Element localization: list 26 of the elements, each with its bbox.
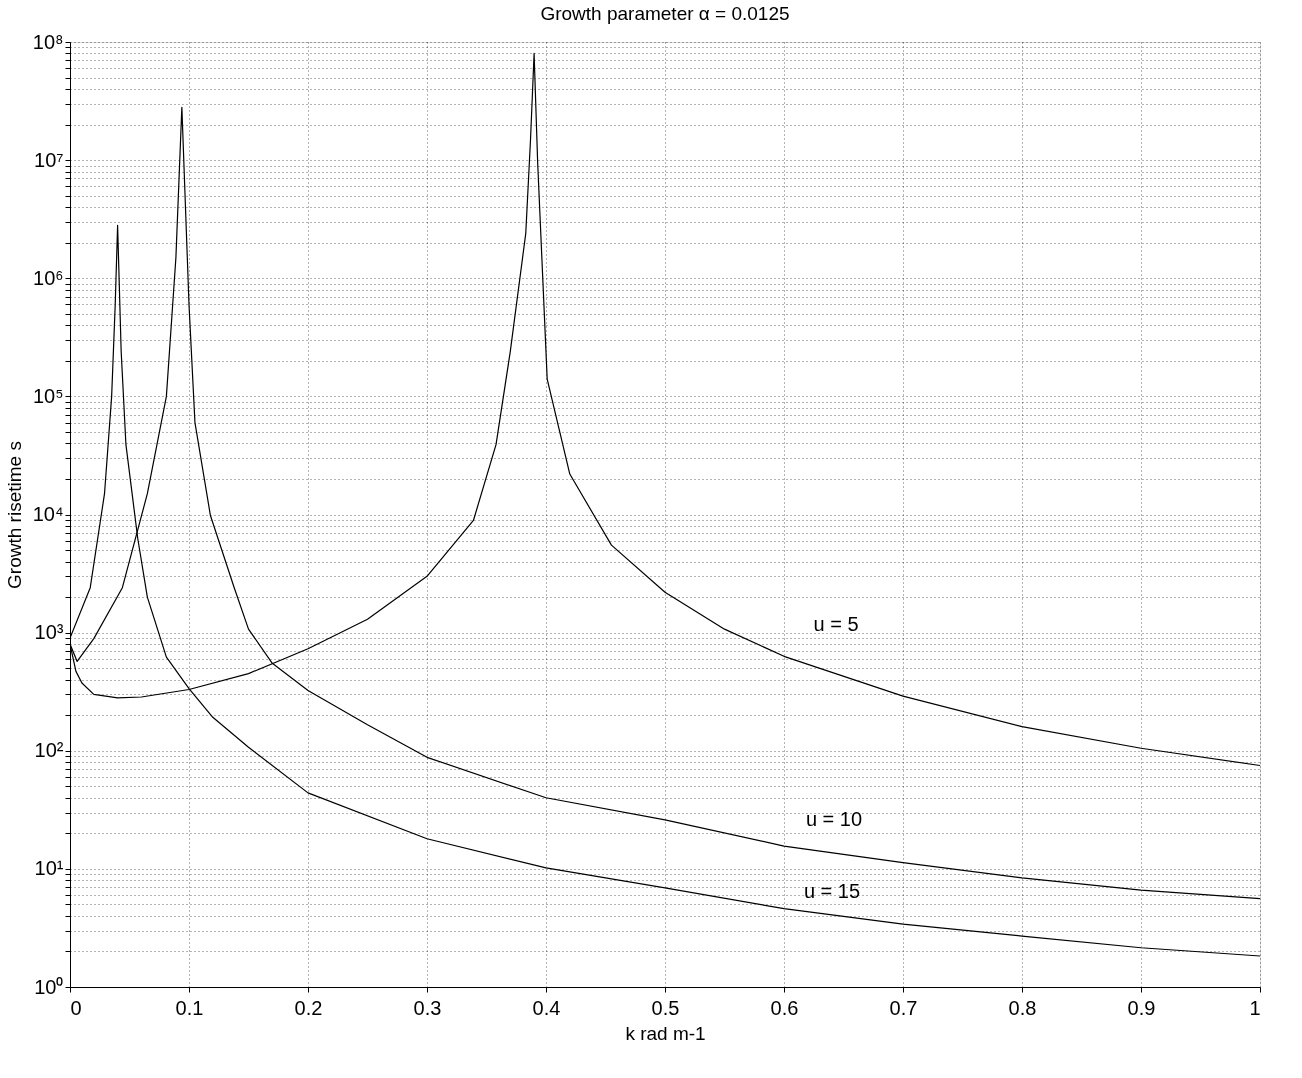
- x-tick-label: 0.5: [651, 996, 680, 1019]
- y-tick-label: 10²: [34, 739, 64, 762]
- y-tick-label: 10³: [34, 621, 64, 644]
- x-tick-label: 0.7: [889, 996, 918, 1019]
- y-tick-label: 10⁴: [32, 503, 64, 525]
- series-label: u = 15: [803, 880, 861, 902]
- y-tick-label: 10¹: [34, 857, 64, 880]
- x-tick-label: 1: [1249, 996, 1261, 1019]
- x-tick-label: 0.9: [1127, 996, 1156, 1019]
- series-label: u = 10: [805, 808, 863, 830]
- y-tick-label: 10⁸: [32, 30, 64, 53]
- x-tick-label: 0.1: [175, 996, 204, 1019]
- x-axis-title: k rad m-1: [625, 1022, 706, 1044]
- y-tick-label: 10⁶: [33, 266, 64, 289]
- x-tick-label: 0.6: [770, 996, 799, 1019]
- y-tick-label: 10⁵: [32, 384, 64, 407]
- x-tick-label: 0.2: [294, 996, 323, 1019]
- y-tick-label: 10⁷: [34, 148, 64, 171]
- y-tick-label: 10⁰: [34, 975, 64, 998]
- series-label: u = 5: [813, 613, 859, 635]
- x-tick-label: 0.8: [1008, 996, 1037, 1019]
- y-axis-title: Growth risetime s: [3, 441, 25, 589]
- x-tick-label: 0: [70, 996, 82, 1019]
- chart-title: Growth parameter α = 0.0125: [540, 3, 790, 24]
- x-tick-label: 0.3: [413, 996, 442, 1019]
- x-tick-label: 0.4: [532, 996, 561, 1019]
